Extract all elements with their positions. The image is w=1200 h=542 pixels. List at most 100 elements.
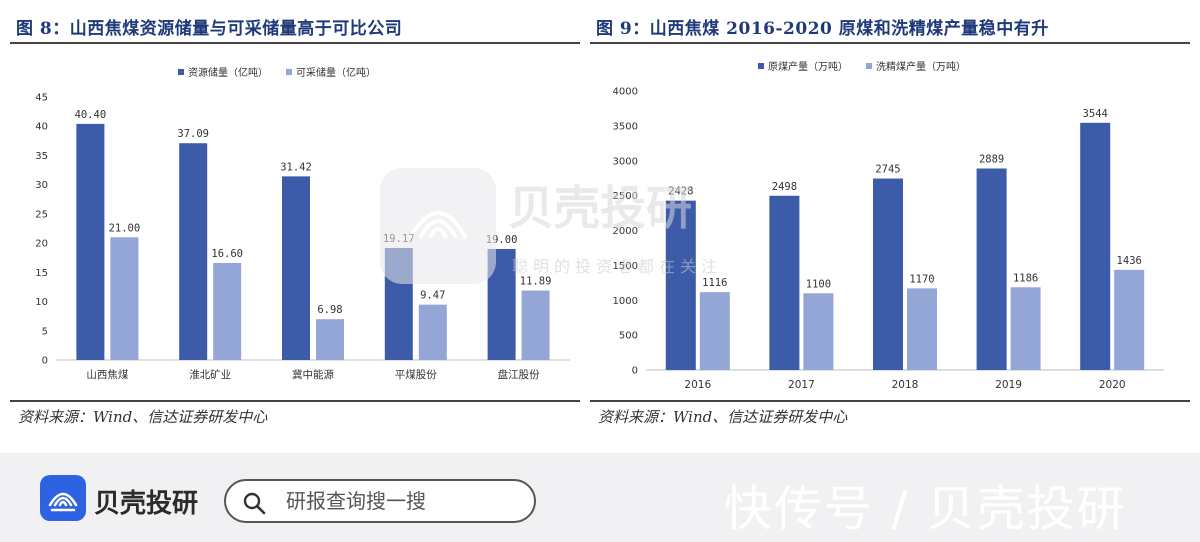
- source-note: 资料来源：Wind、信达证券研发中心: [18, 408, 268, 426]
- x-tick-label: 2019: [995, 379, 1022, 391]
- source-note: 资料来源：Wind、信达证券研发中心: [598, 408, 848, 426]
- x-tick-label: 冀中能源: [292, 368, 334, 381]
- legend-item: 洗精煤产量（万吨）: [866, 58, 966, 73]
- brand-name[interactable]: 贝壳投研: [94, 489, 199, 519]
- search-box[interactable]: [224, 479, 536, 523]
- x-tick-label: 2016: [684, 379, 711, 391]
- data-label: 2498: [772, 181, 797, 193]
- legend-label: 资源储量（亿吨）: [188, 68, 268, 79]
- bar-chart-reserves: 0 5 10 15 20 25 30 35 40 45 40.40 21.00 山西焦煤 37.09 16.…: [35, 93, 570, 381]
- data-label: 1116: [702, 277, 727, 289]
- x-tick-label: 2018: [892, 379, 919, 391]
- bar: [76, 123, 105, 360]
- search-icon[interactable]: [242, 491, 266, 515]
- y-tick-label: 20: [35, 239, 48, 250]
- shell-fan-icon[interactable]: [40, 475, 86, 521]
- bar: [769, 195, 800, 370]
- bar: [213, 262, 242, 360]
- data-label: 1100: [806, 278, 831, 290]
- data-label: 3544: [1083, 108, 1108, 120]
- y-tick-label: 45: [35, 93, 48, 104]
- bar: [907, 288, 937, 370]
- bar: [1114, 269, 1145, 370]
- data-label: 37.09: [177, 128, 209, 140]
- title-divider: [590, 42, 1190, 44]
- legend-item: 资源储量（亿吨）: [178, 64, 268, 79]
- bar: [1080, 122, 1111, 370]
- bar: [665, 200, 696, 370]
- logo-glyph: [48, 492, 78, 512]
- bar: [976, 168, 1007, 370]
- bar: [384, 247, 413, 360]
- bar: [873, 178, 903, 370]
- data-label: 1186: [1013, 272, 1038, 284]
- legend-label: 洗精煤产量（万吨）: [876, 62, 966, 73]
- x-tick-label: 2020: [1099, 379, 1126, 391]
- data-label: 21.00: [109, 222, 141, 234]
- x-tick-label: 平煤股份: [395, 368, 437, 381]
- data-label: 16.60: [211, 248, 243, 260]
- search-input[interactable]: [286, 481, 526, 521]
- y-tick-label: 15: [35, 268, 48, 279]
- x-tick-label: 2017: [788, 379, 815, 391]
- data-label: 19.00: [486, 234, 518, 246]
- x-tick-label: 山西焦煤: [86, 368, 128, 381]
- source-divider: [10, 400, 580, 402]
- bar: [487, 248, 516, 360]
- footer-watermark: 快传号 / 贝壳投研: [724, 481, 1127, 537]
- x-tick-label: 淮北矿业: [189, 368, 231, 381]
- data-label: 2745: [875, 164, 900, 176]
- bar: [110, 237, 139, 360]
- y-tick-label: 40: [35, 122, 48, 133]
- bar: [699, 292, 730, 370]
- legend-item: 可采储量（亿吨）: [286, 64, 376, 79]
- data-label: 9.47: [420, 290, 445, 302]
- x-tick-label: 盘江股份: [498, 368, 540, 381]
- chart-legend: 资源储量（亿吨） 可采储量（亿吨）: [178, 64, 376, 79]
- y-tick-label: 3000: [613, 156, 638, 167]
- figure-title: 图 8：山西焦煤资源储量与可采储量高于可比公司: [16, 19, 403, 39]
- y-tick-label: 0: [632, 366, 638, 377]
- data-label: 2889: [979, 153, 1004, 165]
- bar: [521, 290, 550, 360]
- figure-right: 图 9：山西焦煤 2016-2020 原煤和洗精煤产量稳中有升 原煤产量（万吨）…: [590, 0, 1190, 440]
- figure-title: 图 9：山西焦煤 2016-2020 原煤和洗精煤产量稳中有升: [596, 19, 1049, 39]
- y-tick-label: 2000: [613, 226, 638, 237]
- y-tick-label: 25: [35, 209, 48, 220]
- legend-item: 原煤产量（万吨）: [758, 58, 848, 73]
- data-label: 1436: [1117, 255, 1142, 267]
- y-tick-label: 10: [35, 297, 48, 308]
- bar: [803, 293, 834, 370]
- title-divider: [10, 42, 580, 44]
- y-tick-label: 0: [42, 356, 48, 367]
- y-tick-label: 2500: [613, 191, 638, 202]
- legend-swatch: [866, 62, 872, 69]
- y-tick-label: 1000: [613, 296, 638, 307]
- y-tick-label: 35: [35, 151, 48, 162]
- chart-legend: 原煤产量（万吨） 洗精煤产量（万吨）: [758, 58, 966, 73]
- bar: [179, 143, 208, 360]
- data-label: 19.17: [383, 233, 415, 245]
- source-divider: [590, 400, 1190, 402]
- data-label: 1170: [909, 273, 934, 285]
- bar: [1010, 287, 1041, 370]
- data-label: 11.89: [520, 276, 552, 288]
- legend-label: 原煤产量（万吨）: [768, 62, 848, 73]
- figure-left: 图 8：山西焦煤资源储量与可采储量高于可比公司 资源储量（亿吨） 可采储量（亿吨…: [10, 0, 580, 440]
- bar: [282, 176, 310, 360]
- y-tick-label: 500: [619, 331, 638, 342]
- legend-swatch: [178, 68, 184, 75]
- y-tick-label: 4000: [613, 87, 638, 98]
- data-label: 40.40: [75, 109, 107, 121]
- y-tick-label: 5: [42, 326, 48, 337]
- data-label: 31.42: [280, 161, 312, 173]
- legend-swatch: [758, 62, 764, 69]
- data-label: 6.98: [317, 304, 342, 316]
- footer-bar: 贝壳投研 快传号 / 贝壳投研: [0, 453, 1200, 542]
- y-tick-label: 1500: [613, 261, 638, 272]
- bar: [418, 304, 447, 360]
- data-label: 2428: [668, 186, 693, 198]
- bar: [316, 319, 344, 360]
- legend-swatch: [286, 68, 292, 75]
- bar-chart-production: 0 500 1000 1500 2000 2500 3000 3500 4000 2428 1116…: [613, 87, 1164, 391]
